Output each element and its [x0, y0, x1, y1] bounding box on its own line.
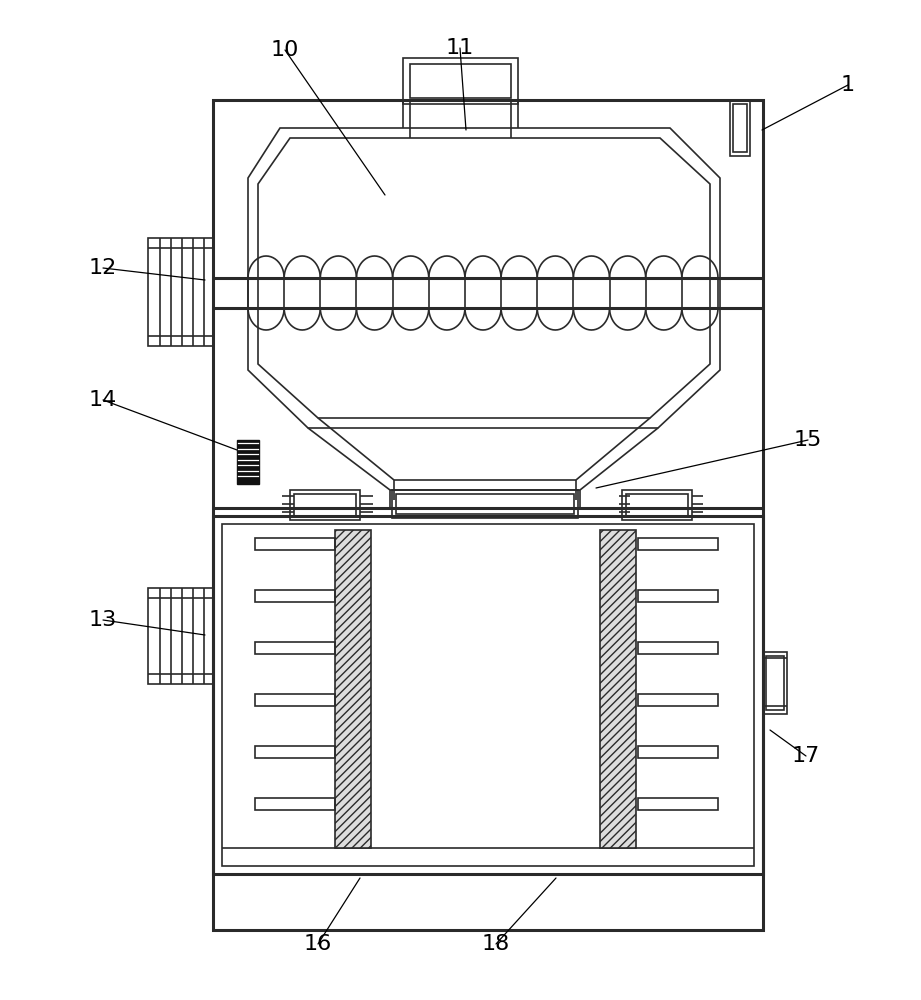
Bar [638, 694, 718, 706]
Bar [255, 642, 335, 654]
Bar [213, 516, 763, 874]
Bar [237, 440, 259, 484]
Bar [335, 530, 371, 848]
Bar [213, 100, 763, 930]
Text: 15: 15 [794, 430, 822, 450]
Text: 13: 13 [88, 610, 117, 630]
Bar [766, 656, 784, 710]
Text: 17: 17 [792, 746, 820, 766]
Text: 1: 1 [841, 75, 855, 95]
Bar [638, 798, 718, 810]
Bar [290, 490, 360, 520]
Bar [255, 798, 335, 810]
Text: 11: 11 [446, 38, 474, 58]
Bar [733, 104, 747, 152]
Bar [255, 694, 335, 706]
Bar [626, 494, 688, 516]
Text: 12: 12 [88, 258, 117, 278]
Bar [622, 490, 692, 520]
Bar [392, 490, 578, 518]
Bar [730, 100, 750, 156]
Bar [638, 538, 718, 550]
Bar [255, 538, 335, 550]
Bar [600, 530, 636, 848]
Bar [410, 64, 511, 98]
Bar [638, 642, 718, 654]
Bar [222, 524, 754, 866]
Bar [148, 588, 213, 684]
Text: 14: 14 [88, 390, 117, 410]
Text: 16: 16 [304, 934, 332, 954]
Bar [638, 746, 718, 758]
Text: 18: 18 [482, 934, 510, 954]
Bar [294, 494, 356, 516]
Bar [403, 58, 518, 104]
Bar [763, 652, 787, 714]
Bar [396, 494, 574, 514]
Bar [638, 590, 718, 602]
Bar [255, 590, 335, 602]
Bar [255, 746, 335, 758]
Text: 10: 10 [271, 40, 299, 60]
Bar [148, 238, 213, 346]
